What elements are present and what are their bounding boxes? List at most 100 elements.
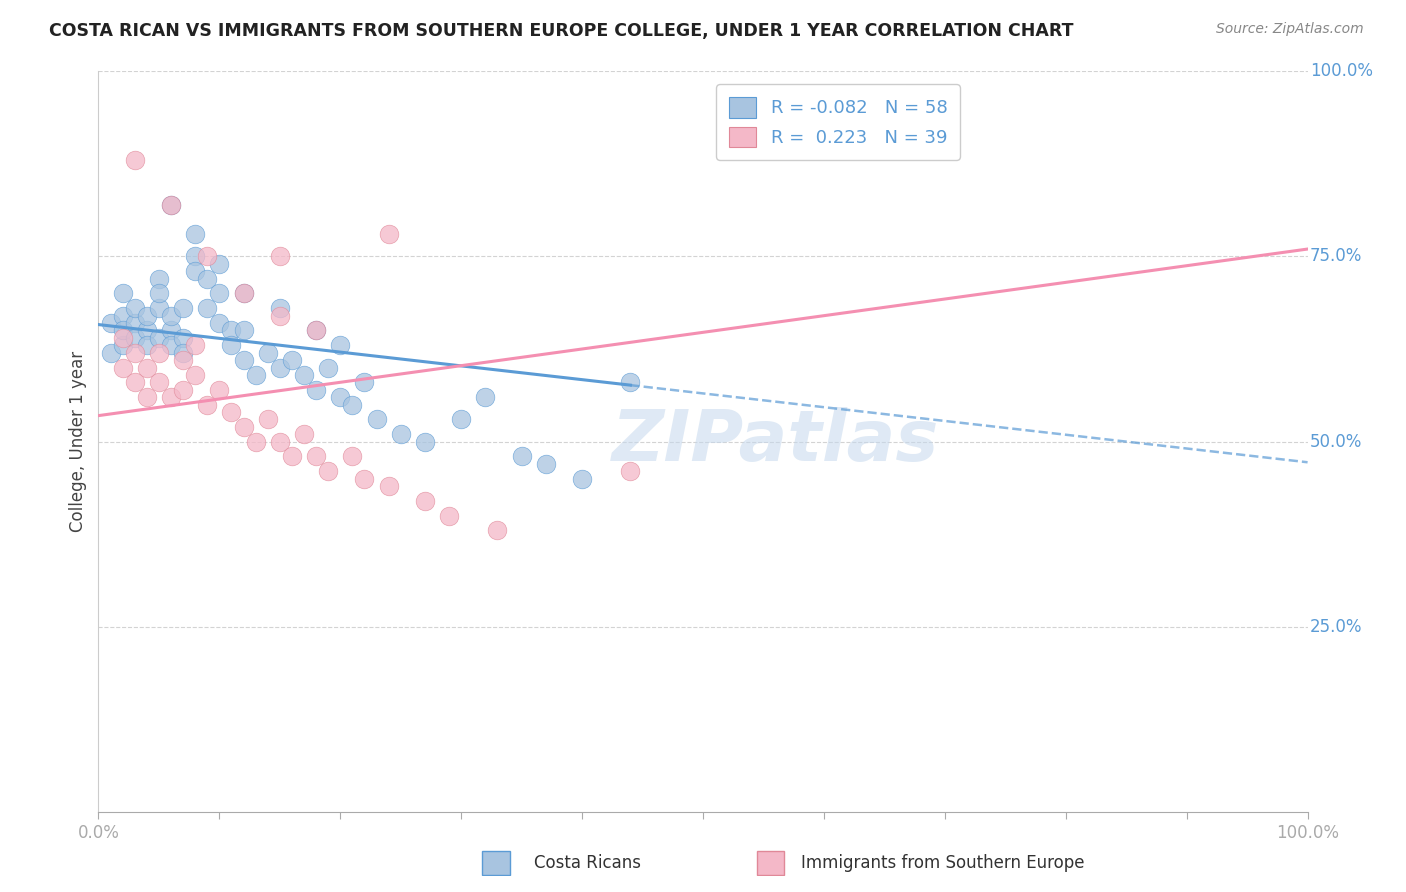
Point [474, 390, 496, 404]
Point [316, 464, 339, 478]
Text: 25.0%: 25.0% [1310, 617, 1362, 636]
Point [316, 360, 339, 375]
Text: 75.0%: 75.0% [1310, 247, 1362, 266]
Point [619, 464, 641, 478]
Point [413, 434, 436, 449]
Text: 50.0%: 50.0% [1310, 433, 1362, 450]
Point [160, 324, 183, 338]
Point [342, 450, 364, 464]
Point [232, 286, 254, 301]
Point [160, 390, 183, 404]
Point [135, 309, 157, 323]
FancyBboxPatch shape [756, 851, 785, 874]
Point [184, 227, 207, 242]
Point [124, 153, 146, 168]
Point [184, 250, 207, 264]
Point [208, 257, 231, 271]
Point [329, 390, 352, 404]
Point [208, 286, 231, 301]
Point [111, 286, 134, 301]
Point [486, 524, 509, 538]
Point [160, 338, 183, 352]
Point [160, 309, 183, 323]
Point [111, 360, 134, 375]
Text: Source: ZipAtlas.com: Source: ZipAtlas.com [1216, 22, 1364, 37]
Point [269, 360, 291, 375]
Point [148, 331, 170, 345]
Point [292, 427, 315, 442]
Point [148, 286, 170, 301]
Point [172, 301, 194, 316]
Point [124, 316, 146, 330]
Point [124, 301, 146, 316]
Point [195, 250, 218, 264]
Point [292, 368, 315, 382]
Point [172, 383, 194, 397]
Point [232, 353, 254, 368]
Point [124, 345, 146, 359]
Text: ZIPatlas: ZIPatlas [612, 407, 939, 476]
Point [353, 471, 375, 485]
Legend: R = -0.082   N = 58, R =  0.223   N = 39: R = -0.082 N = 58, R = 0.223 N = 39 [717, 84, 960, 160]
Point [269, 301, 291, 316]
Point [232, 324, 254, 338]
Point [100, 345, 122, 359]
Point [124, 376, 146, 390]
Point [135, 390, 157, 404]
Point [437, 508, 460, 523]
Point [111, 338, 134, 352]
Point [510, 450, 533, 464]
Text: 100.0%: 100.0% [1310, 62, 1374, 80]
Point [135, 324, 157, 338]
Point [389, 427, 412, 442]
Point [269, 309, 291, 323]
Point [221, 405, 243, 419]
Point [245, 368, 267, 382]
Point [534, 457, 557, 471]
Point [160, 197, 183, 211]
Point [232, 286, 254, 301]
Point [281, 450, 304, 464]
Point [184, 338, 207, 352]
Point [353, 376, 375, 390]
Point [256, 412, 278, 426]
Point [221, 338, 243, 352]
Point [184, 264, 207, 278]
Point [366, 412, 388, 426]
Point [160, 197, 183, 211]
Point [135, 360, 157, 375]
Point [208, 383, 231, 397]
Point [413, 493, 436, 508]
Point [111, 324, 134, 338]
Point [148, 376, 170, 390]
Y-axis label: College, Under 1 year: College, Under 1 year [69, 351, 87, 533]
Text: Immigrants from Southern Europe: Immigrants from Southern Europe [801, 855, 1085, 872]
Point [184, 368, 207, 382]
Point [245, 434, 267, 449]
Point [148, 345, 170, 359]
Point [195, 271, 218, 285]
Text: COSTA RICAN VS IMMIGRANTS FROM SOUTHERN EUROPE COLLEGE, UNDER 1 YEAR CORRELATION: COSTA RICAN VS IMMIGRANTS FROM SOUTHERN … [49, 22, 1074, 40]
Point [124, 331, 146, 345]
Point [329, 338, 352, 352]
Point [571, 471, 593, 485]
Point [232, 419, 254, 434]
Point [619, 376, 641, 390]
Text: Costa Ricans: Costa Ricans [534, 855, 641, 872]
Point [172, 331, 194, 345]
Point [195, 398, 218, 412]
Point [269, 434, 291, 449]
Point [305, 383, 328, 397]
Point [195, 301, 218, 316]
Point [111, 309, 134, 323]
Point [172, 345, 194, 359]
Point [342, 398, 364, 412]
Point [221, 324, 243, 338]
Point [269, 250, 291, 264]
Point [172, 353, 194, 368]
Point [256, 345, 278, 359]
FancyBboxPatch shape [482, 851, 510, 874]
Point [208, 316, 231, 330]
Point [305, 324, 328, 338]
Point [148, 271, 170, 285]
